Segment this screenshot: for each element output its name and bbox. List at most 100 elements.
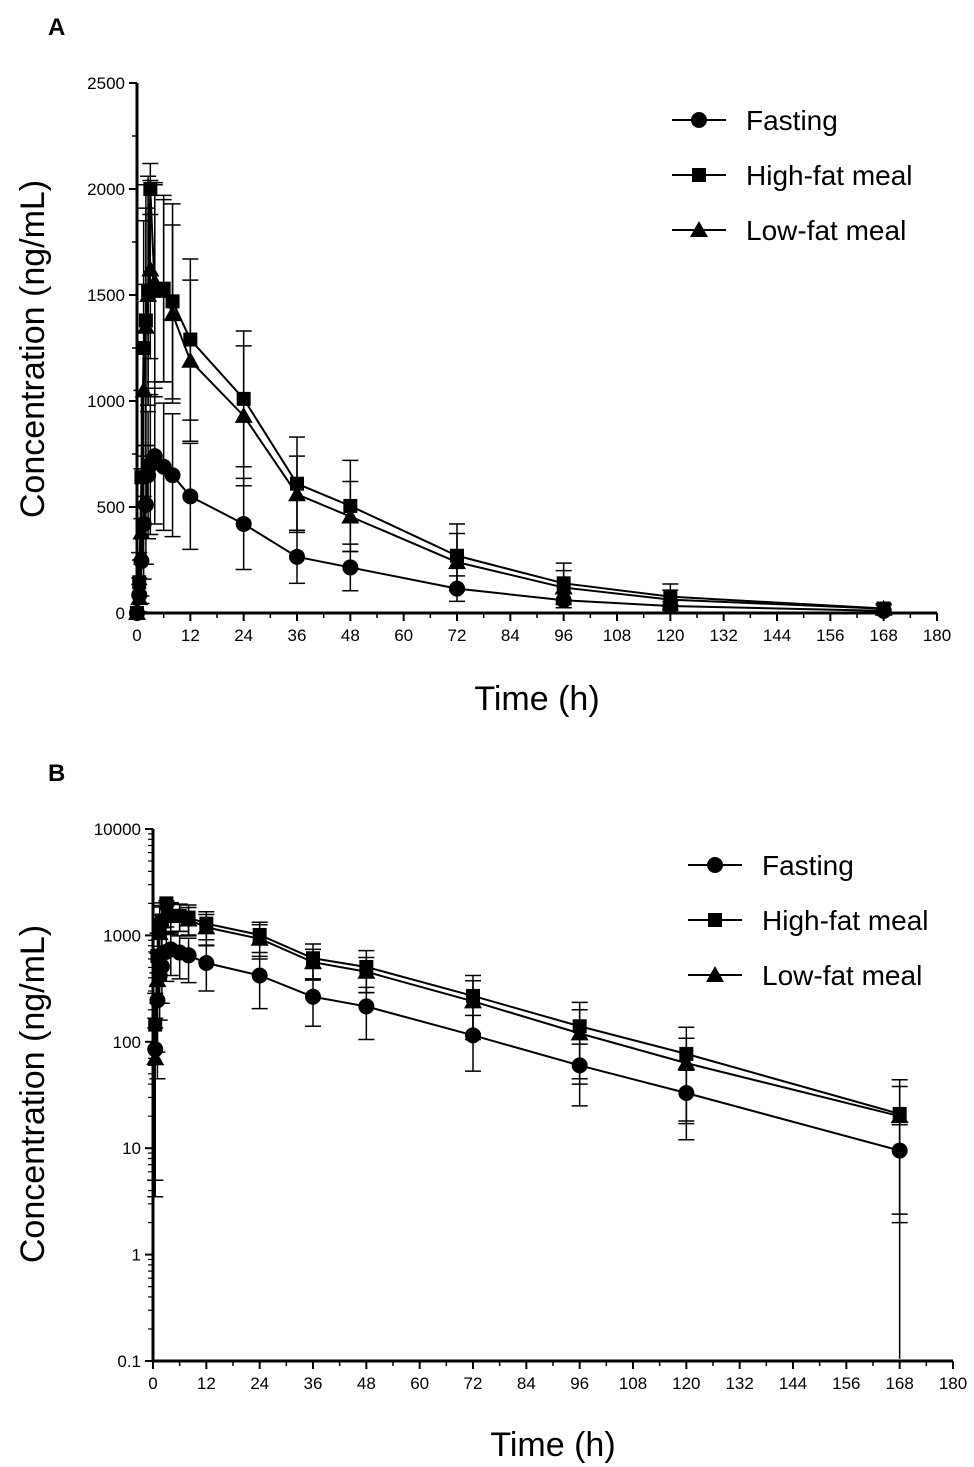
marker-triangle: [197, 918, 216, 935]
x-tick-label: 24: [250, 1374, 269, 1393]
y-tick-label: 500: [97, 498, 125, 517]
marker-circle: [342, 559, 359, 576]
marker-triangle: [464, 992, 482, 1009]
x-tick-label: 168: [869, 626, 897, 645]
x-tick-label: 168: [885, 1374, 913, 1393]
series-line: [136, 269, 884, 614]
y-tick-label: 1: [132, 1246, 141, 1265]
y-tick-label: 100: [113, 1033, 141, 1052]
marker-triangle: [234, 406, 253, 423]
series-line: [136, 454, 884, 614]
y-tick-label: 10000: [94, 820, 141, 839]
marker-triangle: [677, 1054, 696, 1071]
panel-b-label: B: [48, 760, 65, 787]
panel-b-x-axis-title: Time (h): [490, 1426, 615, 1464]
marker-triangle: [448, 553, 466, 570]
x-tick-label: 48: [357, 1374, 376, 1393]
x-tick-label: 132: [709, 626, 737, 645]
y-tick-label: 1500: [87, 286, 125, 305]
x-tick-label: 96: [570, 1374, 589, 1393]
y-tick-label: 0.1: [117, 1352, 141, 1371]
marker-triangle: [145, 273, 164, 290]
panel-a-legend: Fasting High-fat meal Low-fat meal: [672, 105, 913, 246]
x-tick-label: 84: [501, 626, 520, 645]
legend-marker-triangle: [706, 966, 724, 982]
x-tick-label: 12: [181, 626, 200, 645]
panel-a-axes: 0 12 24 36 48 60 72 84 96 108 120 132 144 156 168 180 0 5…: [87, 74, 951, 645]
y-tick-label: 2000: [87, 180, 125, 199]
marker-triangle: [154, 281, 173, 298]
panel-b-data: [146, 896, 909, 1359]
x-tick-label: 36: [288, 626, 307, 645]
x-tick-label: 132: [725, 1374, 753, 1393]
marker-triangle: [304, 953, 322, 970]
marker-triangle: [661, 590, 680, 607]
panel-b-y-axis-title: Concentration (ng/mL): [14, 925, 52, 1263]
panel-b-legend: Fasting High-fat meal Low-fat meal: [688, 850, 929, 991]
legend-marker-triangle: [690, 221, 708, 237]
legend-marker-circle: [691, 112, 707, 128]
y-tick-label: 10: [122, 1139, 141, 1158]
x-tick-label: 96: [554, 626, 573, 645]
marker-triangle: [179, 910, 198, 927]
marker-circle: [358, 998, 375, 1015]
panel-b-axes: 0 12 24 36 48 60 72 84 96 108 120 132 144 156 168 180 0.…: [94, 820, 967, 1393]
legend-marker-square: [708, 913, 722, 927]
marker-triangle: [139, 286, 158, 302]
y-tick-label: 1000: [103, 926, 141, 945]
y-tick-label: 0: [116, 604, 125, 623]
x-tick-label: 144: [779, 1374, 807, 1393]
legend-marker-circle: [707, 857, 723, 873]
x-tick-label: 72: [464, 1374, 483, 1393]
panel-a: A 0 12 24 36 48 60 72 84 96 108 120 132 144 156 168 180…: [14, 14, 951, 718]
marker-triangle: [570, 1024, 589, 1041]
x-tick-label: 108: [619, 1374, 647, 1393]
x-tick-label: 84: [517, 1374, 536, 1393]
x-tick-label: 180: [923, 626, 951, 645]
marker-circle: [198, 955, 215, 972]
legend-marker-square: [692, 168, 706, 182]
marker-triangle: [130, 589, 149, 606]
legend-label: Low-fat meal: [762, 960, 922, 991]
marker-circle: [182, 488, 199, 505]
marker-triangle: [554, 578, 573, 595]
legend-label: High-fat meal: [746, 160, 913, 191]
legend-label: High-fat meal: [762, 905, 929, 936]
marker-circle: [235, 515, 252, 532]
marker-triangle: [250, 929, 269, 946]
legend-label: Fasting: [746, 105, 838, 136]
marker-circle: [164, 467, 181, 484]
marker-circle: [289, 548, 305, 565]
marker-triangle: [163, 305, 182, 322]
x-tick-label: 180: [939, 1374, 967, 1393]
marker-triangle: [150, 924, 169, 941]
marker-triangle: [148, 971, 167, 988]
x-tick-label: 0: [148, 1374, 157, 1393]
x-tick-label: 24: [234, 626, 253, 645]
panel-a-x-axis-title: Time (h): [474, 680, 599, 718]
x-tick-label: 120: [672, 1374, 700, 1393]
panel-a-data: [128, 162, 893, 621]
x-tick-label: 72: [448, 626, 467, 645]
panel-b: B 0 12 24 36 48 60 72 84 96 108 120 132 144 156 168 180…: [14, 760, 967, 1464]
y-tick-label: 1000: [87, 392, 125, 411]
x-tick-label: 0: [132, 626, 141, 645]
x-tick-label: 48: [341, 626, 360, 645]
x-tick-label: 120: [656, 626, 684, 645]
marker-triangle: [341, 507, 360, 524]
x-tick-label: 108: [603, 626, 631, 645]
x-tick-label: 144: [763, 626, 791, 645]
marker-triangle: [890, 1107, 909, 1124]
panel-a-label: A: [48, 14, 65, 41]
panel-a-y-axis-title: Concentration (ng/mL): [14, 180, 52, 518]
marker-triangle: [132, 523, 151, 540]
marker-triangle: [874, 599, 893, 616]
legend-label: Fasting: [762, 850, 854, 881]
marker-triangle: [288, 485, 306, 502]
marker-triangle: [357, 962, 376, 979]
marker-circle: [146, 448, 163, 465]
x-tick-label: 60: [394, 626, 413, 645]
marker-triangle: [146, 1049, 165, 1066]
x-tick-label: 156: [832, 1374, 860, 1393]
marker-circle: [251, 967, 268, 984]
